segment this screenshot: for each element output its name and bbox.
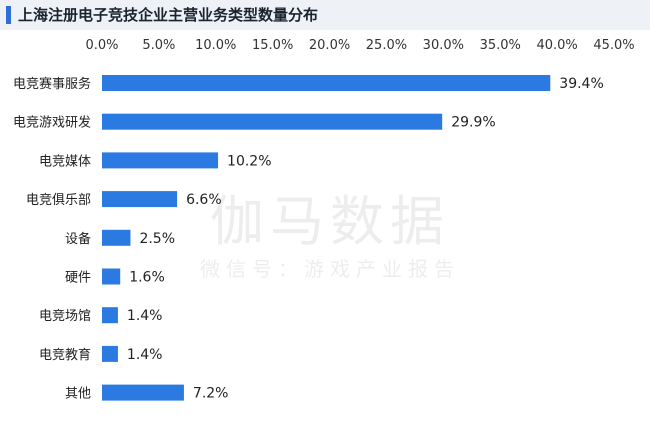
bar: [102, 307, 118, 324]
watermark-sub-text: 微信号：游戏产业报告: [200, 257, 460, 281]
x-tick-label: 25.0%: [366, 38, 407, 53]
value-label: 6.6%: [186, 192, 222, 208]
category-label: 硬件: [65, 271, 91, 286]
x-tick-label: 30.0%: [423, 38, 464, 53]
value-label: 2.5%: [139, 231, 175, 247]
title-bar: [0, 0, 650, 30]
value-label: 1.6%: [129, 270, 165, 286]
category-label: 其他: [65, 387, 91, 402]
x-tick-label: 15.0%: [252, 38, 293, 53]
chart-title: 上海注册电子竞技企业主营业务类型数量分布: [18, 6, 319, 24]
bar: [102, 345, 118, 362]
bar: [102, 229, 131, 246]
value-label: 10.2%: [227, 153, 271, 169]
value-label: 1.4%: [127, 347, 163, 363]
x-tick-label: 10.0%: [195, 38, 236, 53]
category-label: 电竞教育: [39, 347, 91, 363]
x-tick-label: 20.0%: [309, 38, 350, 53]
category-label: 电竞游戏研发: [13, 115, 91, 131]
x-tick-label: 5.0%: [142, 38, 175, 53]
value-label: 1.4%: [127, 308, 163, 324]
category-label: 电竞赛事服务: [13, 76, 91, 92]
category-label: 电竞场馆: [39, 308, 91, 324]
x-tick-label: 40.0%: [536, 38, 577, 53]
watermark: 伽马数据 微信号：游戏产业报告: [200, 190, 460, 281]
bar: [102, 152, 219, 169]
bar: [102, 384, 184, 401]
bar: [102, 268, 121, 285]
x-tick-label: 45.0%: [593, 38, 634, 53]
value-label: 7.2%: [193, 386, 229, 402]
value-label: 39.4%: [559, 76, 603, 92]
value-label: 29.9%: [451, 115, 495, 131]
bar: [102, 113, 443, 130]
x-tick-label: 35.0%: [480, 38, 521, 53]
category-label: 设备: [65, 231, 91, 247]
x-axis: 0.0% 5.0% 10.0% 15.0% 20.0% 25.0% 30.0% 35.0% 40…: [85, 38, 634, 53]
category-label: 电竞媒体: [39, 153, 91, 169]
bars: 电竞赛事服务 39.4% 电竞游戏研发 29.9% 电竞媒体 10.2% 电竞俱乐部 6.6%…: [13, 75, 604, 402]
x-tick-label: 0.0%: [85, 38, 118, 53]
bar: [102, 75, 551, 91]
watermark-main-text: 伽马数据: [210, 190, 450, 253]
category-label: 电竞俱乐部: [26, 192, 91, 208]
title-accent-bar: [6, 6, 11, 24]
bar: [102, 191, 178, 208]
